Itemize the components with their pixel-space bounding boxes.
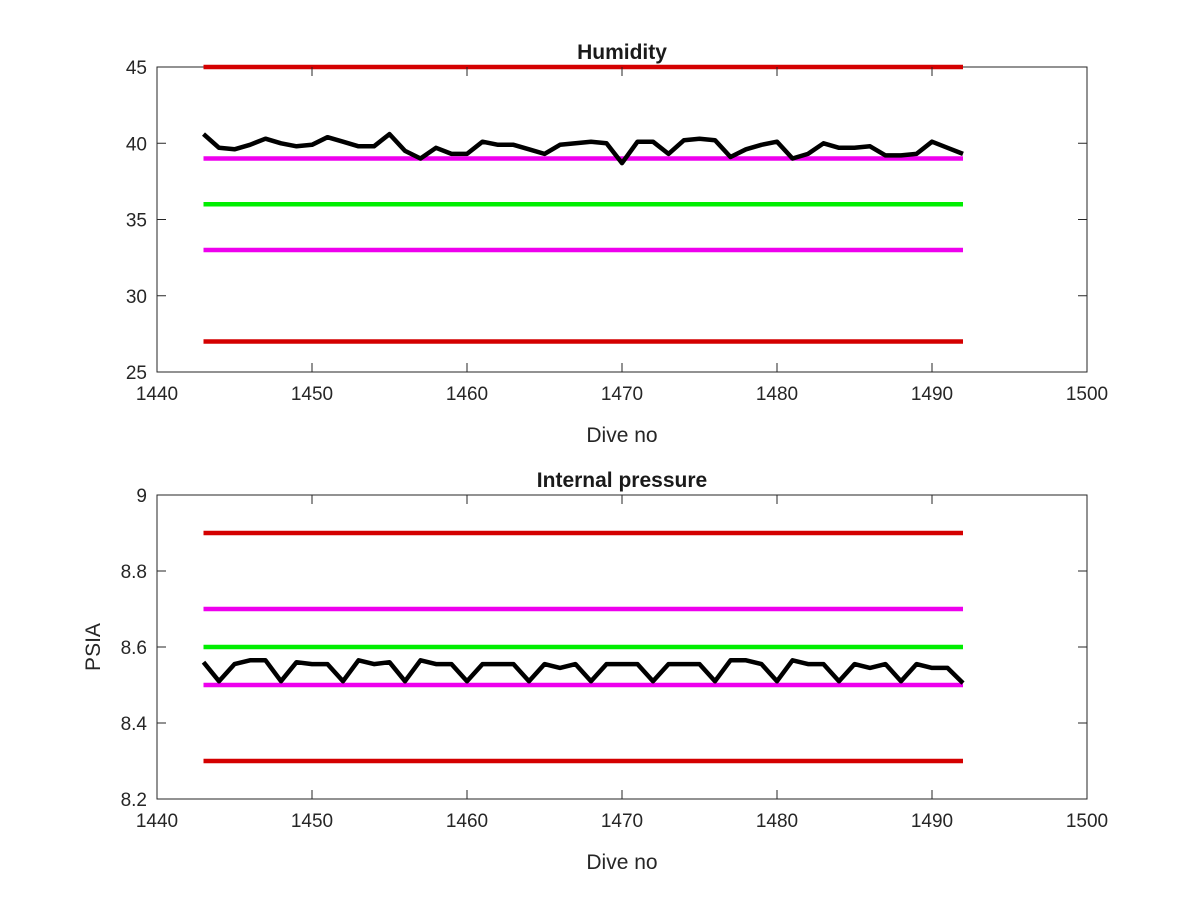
x-tick-label: 1450 [291,384,333,405]
y-tick-label: 9 [136,486,147,507]
humidity-chart: 1440 1450 1460 1470 1480 1490 1500 25 30 35 40 45 Hu… [126,41,1108,447]
data-series-line [202,131,964,166]
y-axis-label: PSIA [82,623,105,671]
chart-title: Internal pressure [537,469,707,492]
x-axis-label: Dive no [586,424,657,447]
x-tick-label: 1440 [136,811,178,832]
x-tick-label: 1480 [756,811,798,832]
x-axis-label: Dive no [586,851,657,874]
plot-area [156,66,1088,373]
x-tick-label: 1490 [911,811,953,832]
data-series-line [201,658,965,685]
x-tick-label: 1500 [1066,811,1108,832]
chart-title: Humidity [577,41,667,64]
x-tick-label: 1440 [136,384,178,405]
x-tick-label: 1480 [756,384,798,405]
x-tick-label: 1500 [1066,384,1108,405]
y-tick-label: 45 [126,58,147,79]
y-tick-label: 40 [126,134,147,155]
y-tick-label: 30 [126,287,147,308]
y-tick-label: 8.6 [121,638,147,659]
x-tick-label: 1470 [601,384,643,405]
y-tick-label: 8.4 [121,714,148,735]
x-tick-label: 1470 [601,811,643,832]
x-tick-label: 1450 [291,811,333,832]
x-tick-label: 1460 [446,811,488,832]
y-tick-label: 25 [126,363,147,384]
y-tick-label: 8.8 [121,562,147,583]
x-tick-label: 1460 [446,384,488,405]
x-tick-label: 1490 [911,384,953,405]
internal-pressure-chart: 1440 1450 1460 1470 1480 1490 1500 8.2 8.4 8.6 8.8… [82,469,1108,874]
y-tick-label: 8.2 [121,790,147,811]
y-tick-label: 35 [126,211,147,232]
